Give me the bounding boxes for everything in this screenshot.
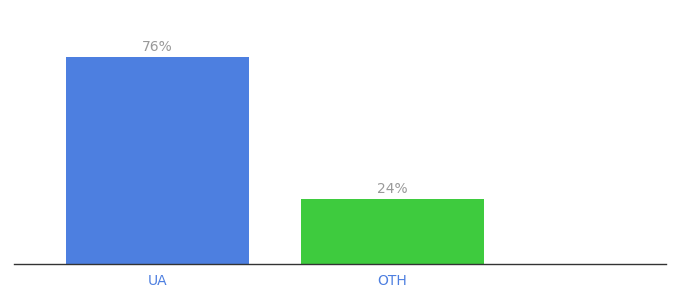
Text: 24%: 24% bbox=[377, 182, 407, 196]
Bar bbox=[66, 57, 249, 264]
Text: 76%: 76% bbox=[142, 40, 173, 54]
Bar bbox=[301, 199, 483, 264]
